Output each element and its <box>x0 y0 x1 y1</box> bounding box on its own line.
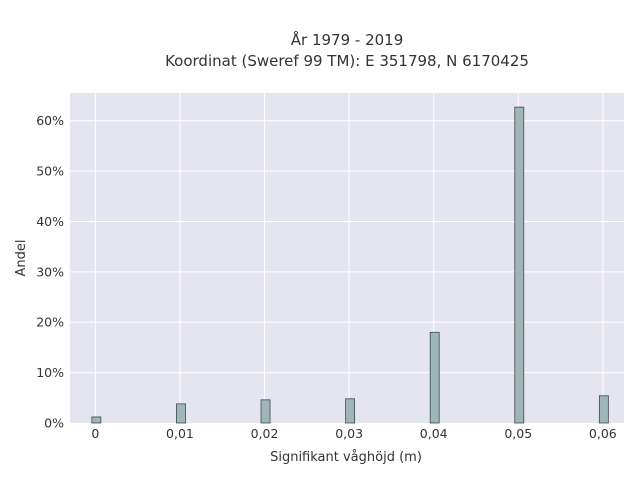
histogram-bar <box>429 331 440 424</box>
y-tick-labels: 0% 10% 20% 30% 40% 50% 60% <box>36 113 64 430</box>
x-axis-label: Signifikant våghöjd (m) <box>270 450 422 465</box>
histogram-bar <box>260 399 271 424</box>
x-tick-label: 0,01 <box>166 426 194 441</box>
chart-title-line1: År 1979 - 2019 <box>291 30 404 49</box>
y-tick-label: 0% <box>44 416 64 431</box>
y-tick-label: 40% <box>36 214 64 229</box>
y-tick-label: 50% <box>36 164 64 179</box>
y-tick-label: 20% <box>36 315 64 330</box>
y-tick-label: 30% <box>36 264 64 279</box>
x-tick-label: 0 <box>91 426 99 441</box>
x-tick-label: 0,04 <box>420 426 448 441</box>
histogram-bar <box>176 403 186 424</box>
y-tick-label: 60% <box>36 113 64 128</box>
histogram-bar <box>91 416 102 424</box>
x-tick-label: 0,06 <box>589 426 617 441</box>
x-tick-label: 0,02 <box>251 426 279 441</box>
y-gridlines <box>70 120 624 374</box>
x-tick-label: 0,03 <box>335 426 363 441</box>
histogram-bar <box>345 398 356 424</box>
histogram-bar <box>598 395 609 424</box>
plot-area <box>70 93 624 423</box>
x-tick-label: 0,05 <box>504 426 532 441</box>
bars <box>91 106 609 424</box>
y-axis-label: Andel <box>14 240 29 277</box>
chart-title-line2: Koordinat (Sweref 99 TM): E 351798, N 61… <box>165 52 529 70</box>
x-tick-labels: 0 0,01 0,02 0,03 0,04 0,05 0,06 <box>91 426 616 441</box>
histogram-bar <box>514 106 525 424</box>
y-tick-label: 10% <box>36 365 64 380</box>
